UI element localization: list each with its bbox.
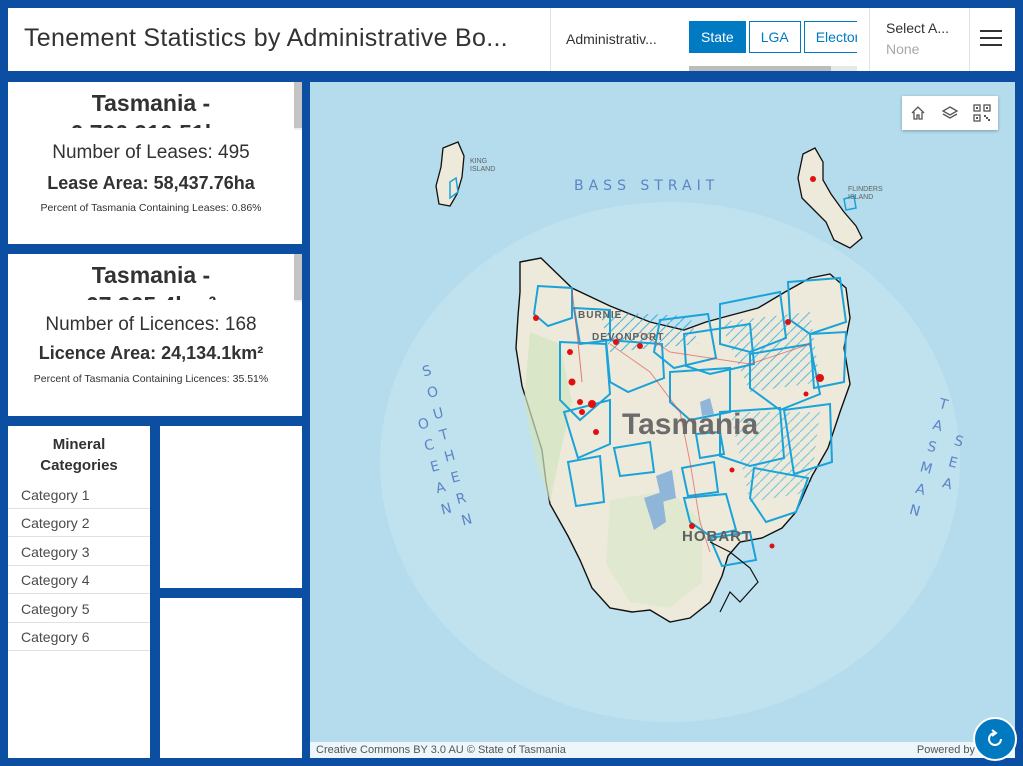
category-item-4[interactable]: Category 4 bbox=[8, 566, 150, 594]
category-item-3[interactable]: Category 3 bbox=[8, 538, 150, 566]
lease-count: Number of Leases: 495 bbox=[52, 142, 250, 163]
licence-count: Number of Licences: 168 bbox=[45, 314, 257, 335]
king-island-label-line1: KING bbox=[470, 158, 488, 165]
licence-area-name-line2: 67,965.4km² bbox=[8, 290, 294, 300]
flinders-island-label: FLINDERS ISLAND bbox=[848, 186, 883, 202]
king-island-label-line2: ISLAND bbox=[470, 166, 496, 173]
tab-lga[interactable]: LGA bbox=[748, 21, 801, 53]
devonport-label: DEVONPORT bbox=[592, 332, 665, 343]
licence-area-name-line1: Tasmania - bbox=[91, 262, 211, 288]
lease-area: Lease Area: 58,437.76ha bbox=[47, 173, 255, 193]
empty-widget-panel bbox=[160, 598, 302, 758]
app-header: Tenement Statistics by Administrative Bo… bbox=[8, 8, 1015, 71]
header-divider bbox=[869, 8, 870, 71]
lease-name-scrollbar[interactable] bbox=[294, 82, 302, 130]
king-island-label: KING ISLAND bbox=[470, 158, 495, 174]
hobart-label: HOBART bbox=[682, 528, 753, 545]
app-title: Tenement Statistics by Administrative Bo… bbox=[24, 24, 508, 52]
header-divider bbox=[969, 8, 970, 71]
map-controls bbox=[902, 96, 998, 130]
lease-percent: Percent of Tasmania Containing Leases: 0… bbox=[40, 202, 262, 214]
powered-by-text[interactable]: Powered by bbox=[916, 744, 975, 756]
flinders-island-label-line2: ISLAND bbox=[848, 194, 874, 201]
licence-area: Licence Area: 24,134.1km² bbox=[38, 343, 264, 363]
licence-statistics-panel: Tasmania - 67,965.4km² Number of Licence… bbox=[8, 254, 302, 416]
map-view[interactable]: BASS STRAIT KING ISLAND FLINDERS ISLAND … bbox=[310, 82, 1015, 758]
empty-widget-panel bbox=[160, 426, 302, 588]
qr-code-icon[interactable] bbox=[966, 96, 998, 130]
category-item-5[interactable]: Category 5 bbox=[8, 595, 150, 623]
hamburger-menu-icon[interactable] bbox=[980, 30, 1002, 48]
boundary-tabs: State LGA Elector bbox=[689, 21, 857, 53]
licence-percent: Percent of Tasmania Containing Licences:… bbox=[33, 373, 269, 385]
map-attribution: Creative Commons BY 3.0 AU © State of Ta… bbox=[310, 742, 1015, 758]
layers-icon[interactable] bbox=[934, 96, 966, 130]
lease-area-name[interactable]: Tasmania - 6,796,910.51ha bbox=[8, 88, 294, 128]
select-area-label: Select A... bbox=[886, 20, 950, 36]
category-item-6[interactable]: Category 6 bbox=[8, 623, 150, 651]
category-item-1[interactable]: Category 1 bbox=[8, 481, 150, 509]
mineral-categories-panel: Mineral Categories Category 1 Category 2… bbox=[8, 426, 150, 758]
bass-strait-label: BASS STRAIT bbox=[574, 178, 720, 194]
heading-line-2: Categories bbox=[40, 457, 118, 474]
licence-name-scrollbar[interactable] bbox=[294, 254, 302, 302]
licence-area-name[interactable]: Tasmania - 67,965.4km² bbox=[8, 260, 294, 300]
administrative-boundary-label: Administrativ... bbox=[566, 31, 657, 47]
tab-electorate[interactable]: Elector bbox=[803, 21, 857, 53]
header-divider bbox=[550, 8, 551, 71]
refresh-icon[interactable] bbox=[973, 717, 1017, 761]
lease-statistics-panel: Tasmania - 6,796,910.51ha Number of Leas… bbox=[8, 82, 302, 244]
select-area-value[interactable]: None bbox=[886, 41, 920, 57]
state-label: Tasmania bbox=[622, 408, 759, 441]
heading-line-1: Mineral bbox=[52, 436, 106, 453]
burnie-label: BURNIE bbox=[578, 310, 623, 321]
tabs-scrollbar[interactable] bbox=[689, 66, 857, 71]
tab-state[interactable]: State bbox=[689, 21, 746, 53]
home-icon[interactable] bbox=[902, 96, 934, 130]
lease-area-name-line2: 6,796,910.51ha bbox=[8, 118, 294, 128]
licence-name-scrollbar-thumb[interactable] bbox=[294, 254, 302, 300]
mineral-categories-heading: Mineral Categories bbox=[8, 434, 150, 476]
lease-area-name-line1: Tasmania - bbox=[91, 90, 211, 116]
flinders-island bbox=[797, 147, 863, 249]
tabs-scrollbar-thumb[interactable] bbox=[689, 66, 831, 71]
category-item-2[interactable]: Category 2 bbox=[8, 509, 150, 537]
lease-name-scrollbar-thumb[interactable] bbox=[294, 82, 302, 128]
tasmania-map[interactable] bbox=[310, 82, 1015, 758]
flinders-island-label-line1: FLINDERS bbox=[848, 186, 883, 193]
